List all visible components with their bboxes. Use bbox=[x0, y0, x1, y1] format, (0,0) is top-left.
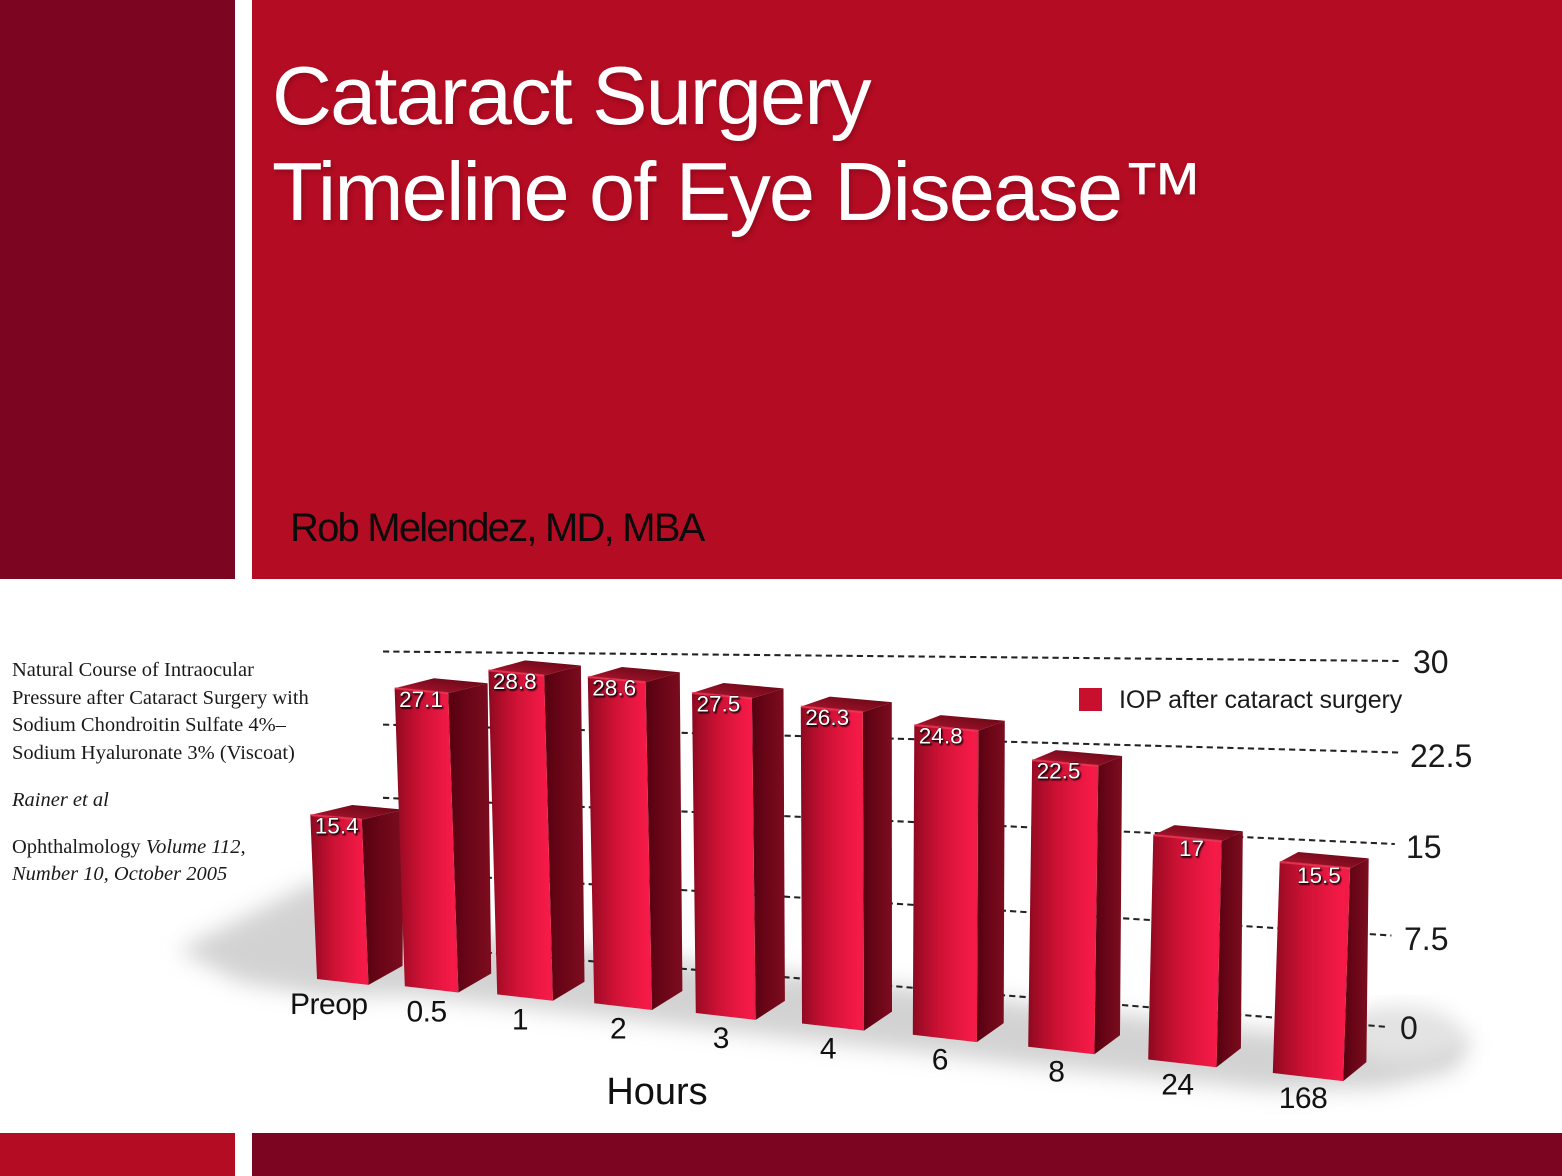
svg-text:4: 4 bbox=[820, 1033, 836, 1066]
svg-text:1: 1 bbox=[512, 1003, 528, 1036]
svg-text:26.3: 26.3 bbox=[805, 705, 849, 730]
svg-text:2: 2 bbox=[610, 1012, 626, 1045]
svg-text:27.5: 27.5 bbox=[697, 692, 741, 717]
svg-text:22.5: 22.5 bbox=[1410, 738, 1472, 774]
svg-text:168: 168 bbox=[1279, 1082, 1328, 1115]
svg-text:22.5: 22.5 bbox=[1037, 759, 1081, 784]
svg-text:24: 24 bbox=[1161, 1069, 1193, 1102]
svg-text:IOP after cataract surgery: IOP after cataract surgery bbox=[1119, 686, 1403, 714]
svg-text:6: 6 bbox=[932, 1044, 948, 1077]
svg-text:17: 17 bbox=[1179, 836, 1204, 861]
svg-text:24.8: 24.8 bbox=[919, 724, 963, 749]
svg-text:Hours: Hours bbox=[606, 1071, 707, 1113]
svg-text:7.5: 7.5 bbox=[1404, 921, 1448, 957]
svg-text:Preop: Preop bbox=[290, 988, 368, 1021]
svg-text:0: 0 bbox=[1400, 1010, 1418, 1046]
svg-text:15.4: 15.4 bbox=[315, 814, 359, 839]
svg-text:0.5: 0.5 bbox=[406, 995, 446, 1028]
svg-text:28.6: 28.6 bbox=[592, 676, 636, 701]
svg-text:8: 8 bbox=[1048, 1056, 1064, 1089]
svg-text:3: 3 bbox=[713, 1022, 729, 1055]
svg-text:30: 30 bbox=[1413, 644, 1449, 680]
svg-text:15.5: 15.5 bbox=[1297, 863, 1341, 888]
svg-text:27.1: 27.1 bbox=[399, 687, 443, 712]
svg-text:15: 15 bbox=[1406, 829, 1442, 865]
svg-text:28.8: 28.8 bbox=[493, 669, 537, 694]
